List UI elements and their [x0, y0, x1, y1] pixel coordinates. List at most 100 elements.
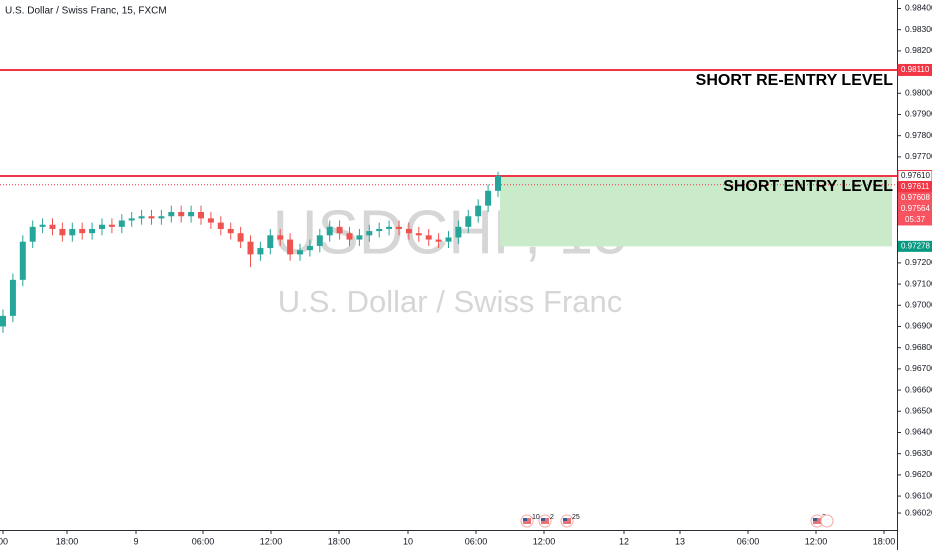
candle-body	[326, 226, 333, 236]
event-flag-canton	[813, 518, 817, 521]
candle-body	[257, 248, 264, 255]
candle-body	[277, 235, 284, 240]
price-tag	[898, 203, 932, 215]
candle-body	[79, 228, 86, 234]
x-tick-label: 18:00	[873, 536, 896, 546]
price-tag-label: 0.97611	[901, 182, 930, 191]
candle-body	[128, 218, 135, 221]
plot	[0, 68, 897, 333]
candle-body	[287, 239, 294, 255]
price-tag	[898, 240, 932, 252]
candle-body	[435, 239, 442, 242]
candle-body	[386, 226, 393, 229]
candle-body	[366, 231, 373, 236]
candle-body	[0, 315, 6, 327]
candle-body	[336, 226, 343, 234]
candle-body	[405, 228, 412, 234]
price-tag	[898, 181, 932, 193]
candle-body	[485, 190, 492, 206]
event-flag-canton	[523, 518, 527, 521]
event-icon: 2	[538, 514, 554, 528]
countdown: 05:37	[905, 215, 926, 224]
x-tick-label: 06:00	[192, 536, 215, 546]
candle-body	[148, 216, 155, 219]
event-icon: 10	[520, 514, 540, 528]
candle-body	[158, 216, 165, 219]
candle-body	[89, 228, 96, 234]
candle-body	[69, 228, 76, 236]
candle-body	[475, 205, 482, 217]
event-count: 2	[550, 514, 554, 521]
price-tag	[897, 63, 932, 76]
level-annotation: SHORT ENTRY LEVEL	[723, 178, 893, 195]
candle-body	[9, 279, 16, 316]
countdown-tag	[898, 214, 932, 226]
candle-body	[237, 233, 244, 242]
price-tag-label: 0.97278	[901, 241, 930, 250]
x-tick-label: 18:00	[328, 536, 351, 546]
candle-body	[316, 235, 323, 246]
candle-body	[118, 220, 125, 227]
price-tag	[898, 192, 932, 204]
event-count: 10	[532, 514, 540, 521]
x-tick-label: 18:00	[56, 536, 79, 546]
x-tick-label: 06:00	[465, 536, 488, 546]
event-flag-canton	[563, 518, 567, 521]
candle-body	[396, 226, 402, 229]
candle-body	[415, 233, 422, 236]
candle-body	[19, 241, 26, 280]
x-tick-label: 12:00	[260, 536, 283, 546]
candle-body	[168, 212, 175, 217]
candle-body	[207, 218, 214, 223]
candle-body	[346, 233, 353, 240]
candle-body	[306, 245, 313, 251]
price-tag-label: 0.97608	[901, 193, 930, 202]
x-tick-label: 13	[675, 536, 685, 546]
candle-body	[445, 237, 452, 242]
x-tick-label: 12:00	[533, 536, 556, 546]
candle-body	[108, 224, 115, 227]
x-tick-label: 06:00	[737, 536, 760, 546]
candle-body	[178, 212, 185, 217]
event-flag-canton	[541, 518, 545, 521]
event-flag	[820, 514, 834, 528]
candle-body	[138, 216, 145, 219]
candle-body	[59, 228, 66, 236]
candle-body	[297, 250, 303, 255]
candle-body	[217, 222, 224, 229]
price-tag-label: 0.97564	[901, 204, 930, 213]
x-tick-label: 10	[403, 536, 413, 546]
candle-body	[198, 212, 204, 219]
candle-body	[465, 216, 472, 227]
position-box	[500, 175, 892, 247]
event-count: 25	[572, 514, 580, 521]
watermark-subtitle: U.S. Dollar / Swiss Franc	[278, 284, 623, 319]
candle-body	[356, 235, 363, 240]
x-tick-label: 00	[0, 536, 8, 546]
candle-body	[425, 235, 432, 240]
x-tick-label: 12:00	[805, 536, 828, 546]
price-tag-label: 0.98110	[901, 65, 930, 74]
event-icon: 25	[560, 514, 580, 528]
price-tag-label: 0.97610	[901, 171, 930, 180]
x-tick-label: 12	[619, 536, 629, 546]
candle-body	[49, 224, 56, 229]
